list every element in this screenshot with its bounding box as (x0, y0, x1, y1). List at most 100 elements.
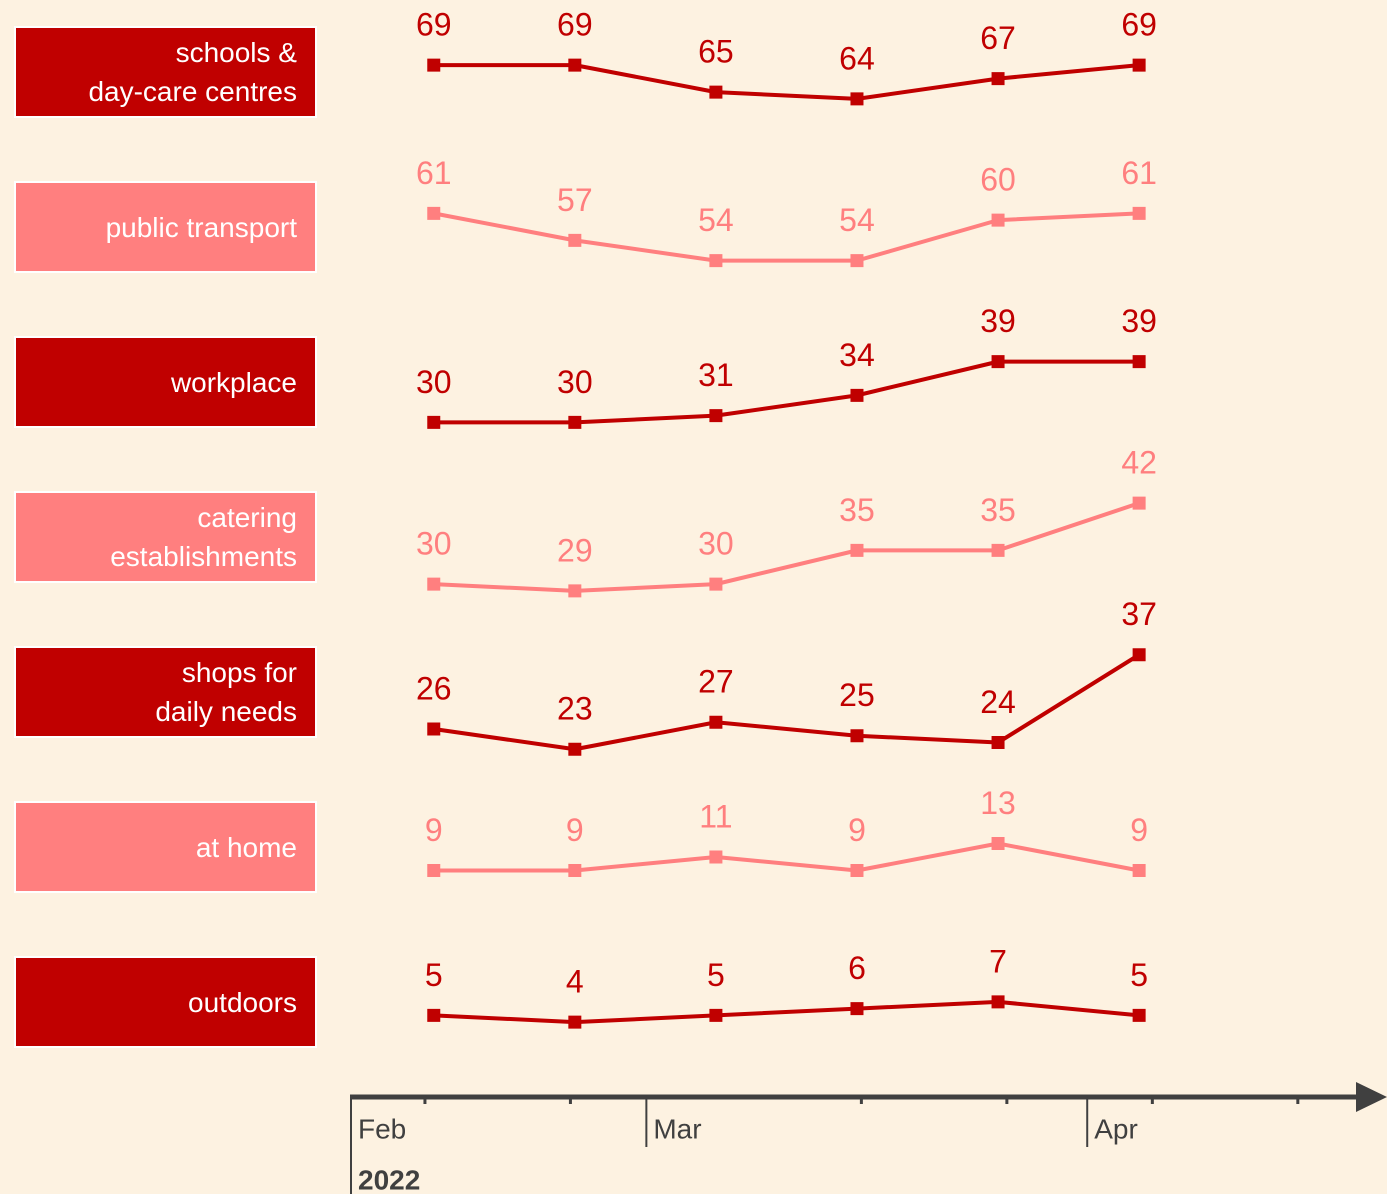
x-tick-label: Feb (358, 1113, 406, 1144)
marker (568, 233, 582, 247)
marker (1132, 206, 1146, 220)
marker (709, 409, 723, 423)
marker (709, 577, 723, 591)
marker (427, 577, 441, 591)
marker (568, 584, 582, 598)
data-label: 69 (1121, 7, 1157, 43)
data-label: 34 (839, 337, 875, 373)
data-label: 30 (698, 526, 734, 562)
marker (427, 1008, 441, 1022)
data-label: 5 (425, 957, 443, 993)
marker (1132, 1008, 1146, 1022)
series-line (433, 501, 1140, 593)
data-label: 57 (557, 182, 593, 218)
data-label: 64 (839, 40, 875, 76)
series-line (433, 359, 1140, 425)
series-label: outdoors (14, 956, 317, 1048)
data-label: 54 (839, 202, 875, 238)
marker (568, 1015, 582, 1029)
marker (991, 213, 1005, 227)
data-label: 9 (425, 812, 443, 848)
marker (568, 58, 582, 72)
data-label: 69 (416, 7, 452, 43)
data-label: 26 (416, 670, 452, 706)
marker (991, 543, 1005, 557)
marker (427, 864, 441, 877)
marker (709, 1008, 723, 1022)
series-line (433, 999, 1140, 1025)
marker (850, 729, 864, 743)
marker (427, 58, 441, 72)
data-label: 31 (698, 357, 734, 393)
series-label: at home (14, 801, 317, 893)
data-label: 5 (1130, 957, 1148, 993)
series-label: public transport (14, 181, 317, 273)
data-label: 27 (698, 664, 734, 700)
data-label: 61 (1121, 155, 1157, 191)
data-label: 30 (557, 364, 593, 400)
marker (850, 388, 864, 402)
data-label: 6 (848, 950, 866, 986)
marker (850, 254, 864, 268)
marker (850, 1002, 864, 1016)
marker (709, 254, 723, 268)
series-line (433, 211, 1140, 263)
data-label: 24 (980, 684, 1016, 720)
data-label: 65 (698, 34, 734, 70)
marker (1132, 864, 1146, 877)
data-label: 35 (839, 492, 875, 528)
data-label: 67 (980, 20, 1016, 56)
marker (850, 543, 864, 557)
series-line (433, 63, 1140, 101)
series-line (433, 653, 1141, 752)
data-label: 61 (416, 155, 452, 191)
data-label: 39 (1121, 303, 1157, 339)
marker (991, 995, 1005, 1009)
x-tick-label: Mar (653, 1113, 701, 1144)
data-label: 5 (707, 957, 725, 993)
axis-arrow (1356, 1082, 1387, 1112)
series-label: workplace (14, 336, 317, 428)
data-label: 39 (980, 303, 1016, 339)
data-label: 30 (416, 526, 452, 562)
marker (850, 864, 864, 877)
data-label: 54 (698, 202, 734, 238)
data-label: 25 (839, 677, 875, 713)
marker (709, 715, 723, 729)
data-label: 9 (1130, 812, 1148, 848)
data-label: 4 (566, 964, 584, 1000)
marker (427, 415, 441, 429)
data-label: 9 (848, 812, 866, 848)
series-line (433, 841, 1140, 873)
data-label: 23 (557, 691, 593, 727)
data-label: 29 (557, 532, 593, 568)
marker (850, 92, 864, 106)
data-label: 11 (699, 798, 732, 834)
data-label: 42 (1121, 445, 1157, 481)
data-label: 37 (1121, 596, 1157, 632)
marker (1132, 496, 1146, 510)
marker (991, 355, 1005, 369)
marker (991, 837, 1005, 850)
marker (568, 864, 582, 877)
data-label: 13 (980, 785, 1016, 821)
marker (991, 72, 1005, 86)
marker (1132, 58, 1146, 72)
year-label: 2022 (358, 1164, 420, 1194)
marker (427, 206, 441, 220)
series-label: shops for daily needs (14, 646, 317, 738)
marker (1132, 355, 1146, 369)
marker (709, 850, 723, 864)
marker (709, 85, 723, 99)
data-label: 30 (416, 364, 452, 400)
marker (991, 736, 1005, 749)
marker (427, 722, 441, 736)
marker (568, 742, 582, 756)
data-label: 9 (566, 812, 584, 848)
data-label: 69 (557, 7, 593, 43)
x-tick-label: Apr (1094, 1113, 1138, 1144)
data-label: 7 (989, 943, 1007, 979)
data-label: 35 (980, 492, 1016, 528)
